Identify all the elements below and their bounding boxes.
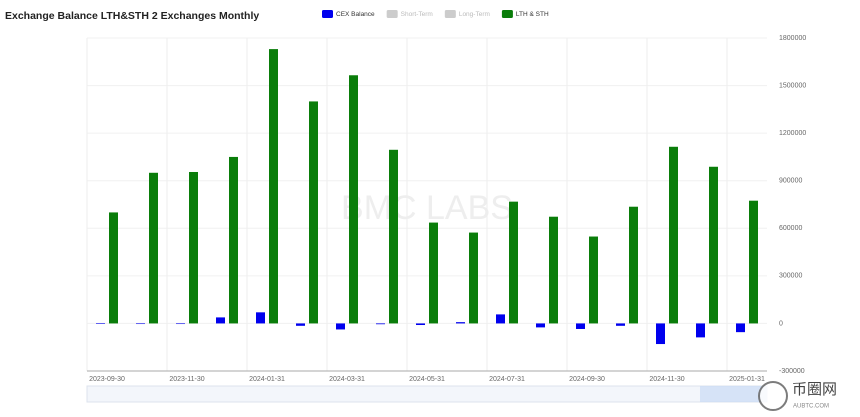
x-tick-label: 2023-11-30 bbox=[169, 376, 204, 383]
bar bbox=[136, 323, 145, 325]
legend-swatch[interactable] bbox=[322, 10, 333, 18]
x-tick-label: 2025-01-31 bbox=[729, 376, 765, 383]
legend-swatch[interactable] bbox=[501, 10, 513, 18]
x-tick-label: 2024-03-31 bbox=[329, 376, 365, 383]
bar bbox=[256, 312, 265, 324]
bar bbox=[416, 323, 425, 326]
bar bbox=[296, 323, 305, 326]
bar bbox=[576, 323, 585, 329]
x-tick-label: 2024-01-31 bbox=[249, 376, 285, 383]
bar bbox=[229, 156, 238, 324]
legend-swatch[interactable] bbox=[444, 10, 456, 18]
y-tick-label: 300000 bbox=[779, 273, 802, 280]
y-tick-label: 1500000 bbox=[779, 82, 806, 89]
y-tick-label: 600000 bbox=[779, 225, 802, 232]
bar bbox=[509, 201, 518, 324]
bar bbox=[589, 236, 598, 324]
bar bbox=[309, 101, 318, 324]
bar bbox=[656, 323, 665, 345]
bar bbox=[549, 216, 558, 324]
bar bbox=[176, 323, 185, 325]
bar bbox=[189, 171, 198, 324]
bar bbox=[709, 166, 718, 324]
legend-label: Short-Term bbox=[401, 11, 433, 18]
zoom-slider[interactable] bbox=[86, 385, 768, 403]
bar bbox=[96, 323, 105, 324]
bar bbox=[376, 323, 385, 325]
chart-title: Exchange Balance LTH&STH 2 Exchanges Mon… bbox=[5, 10, 259, 22]
bar bbox=[109, 212, 118, 324]
logo-url: AUBTC.COM bbox=[793, 404, 829, 410]
watermark: BMC LABS bbox=[341, 189, 513, 227]
bar bbox=[536, 323, 545, 328]
bar bbox=[616, 323, 625, 326]
bar bbox=[496, 314, 505, 324]
bar bbox=[456, 322, 465, 324]
x-tick-label: 2023-09-30 bbox=[89, 376, 125, 383]
legend-label: LTH & STH bbox=[516, 11, 549, 18]
bar bbox=[269, 49, 278, 324]
bar bbox=[429, 222, 438, 324]
y-tick-label: 0 bbox=[779, 320, 783, 327]
legend-swatch[interactable] bbox=[386, 10, 398, 18]
legend-label: Long-Term bbox=[459, 11, 490, 18]
x-tick-label: 2024-07-31 bbox=[489, 376, 525, 383]
bar bbox=[389, 149, 398, 324]
bar bbox=[216, 317, 225, 324]
y-tick-label: 1800000 bbox=[779, 35, 806, 42]
zoom-window[interactable] bbox=[700, 386, 767, 402]
y-tick-label: 1200000 bbox=[779, 130, 806, 137]
bar bbox=[696, 323, 705, 338]
logo-icon bbox=[758, 381, 788, 411]
x-tick-label: 2024-09-30 bbox=[569, 376, 605, 383]
bar bbox=[669, 146, 678, 324]
bar bbox=[736, 323, 745, 333]
bar bbox=[149, 172, 158, 324]
bar bbox=[469, 232, 478, 324]
logo-text: 币圈网 bbox=[792, 381, 837, 398]
y-tick-label: -300000 bbox=[779, 368, 805, 375]
x-tick-label: 2024-11-30 bbox=[649, 376, 684, 383]
bar bbox=[629, 206, 638, 324]
bar bbox=[349, 75, 358, 324]
x-tick-label: 2024-05-31 bbox=[409, 376, 445, 383]
bar bbox=[336, 323, 345, 330]
grid bbox=[86, 37, 767, 372]
bar bbox=[749, 200, 758, 324]
y-tick-label: 900000 bbox=[779, 178, 802, 185]
legend-label: CEX Balance bbox=[336, 11, 375, 18]
